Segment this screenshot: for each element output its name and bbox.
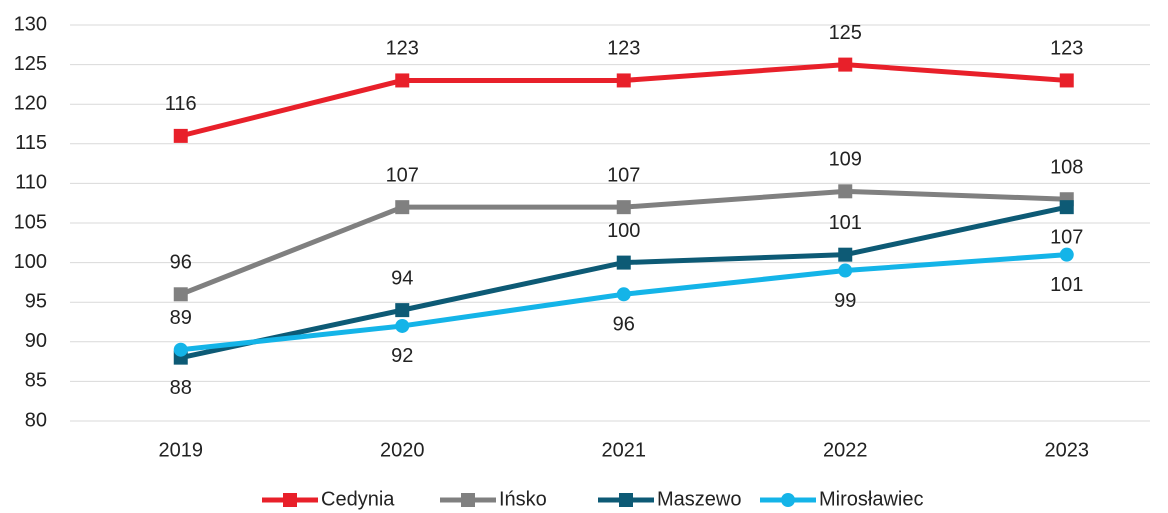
y-tick-label: 100: [14, 251, 47, 273]
data-label: 125: [829, 22, 862, 44]
data-label: 99: [834, 290, 856, 312]
y-tick-label: 110: [15, 172, 47, 194]
y-tick-label: 80: [25, 409, 47, 431]
legend-marker: [781, 493, 795, 507]
marker: [395, 303, 410, 318]
y-tick-label: 105: [14, 211, 47, 233]
marker: [616, 255, 631, 270]
marker: [395, 318, 410, 333]
marker: [1059, 200, 1074, 215]
y-tick-label: 130: [14, 13, 47, 35]
x-tick-label: 2023: [1045, 439, 1090, 461]
legend-marker: [461, 493, 475, 507]
data-label: 94: [391, 267, 413, 289]
legend-marker: [283, 493, 297, 507]
data-label: 123: [607, 38, 640, 60]
y-tick-label: 125: [14, 53, 47, 75]
marker: [616, 287, 631, 302]
legend-label: Mirosławiec: [819, 488, 923, 510]
marker: [1059, 73, 1074, 88]
data-label: 89: [170, 307, 192, 329]
marker: [838, 263, 853, 278]
marker: [173, 128, 188, 143]
x-tick-label: 2022: [823, 439, 868, 461]
x-tick-label: 2020: [380, 439, 425, 461]
data-label: 96: [170, 252, 192, 274]
legend-label: Ińsko: [499, 488, 547, 510]
marker: [173, 342, 188, 357]
marker: [838, 184, 853, 199]
marker: [838, 57, 853, 72]
legend-label: Maszewo: [657, 488, 741, 510]
data-label: 88: [170, 377, 192, 399]
marker: [838, 247, 853, 262]
legend-label: Cedynia: [321, 488, 395, 510]
data-label: 92: [391, 345, 413, 367]
y-tick-label: 120: [14, 92, 47, 114]
x-tick-label: 2019: [159, 439, 204, 461]
data-label: 123: [1050, 38, 1083, 60]
data-label: 109: [829, 149, 862, 171]
data-label: 123: [386, 38, 419, 60]
marker: [1059, 247, 1074, 262]
data-label: 108: [1050, 157, 1083, 179]
marker: [395, 73, 410, 88]
y-tick-label: 115: [15, 132, 47, 154]
data-label: 107: [1050, 226, 1083, 248]
data-label: 107: [386, 164, 419, 186]
data-label: 101: [829, 212, 862, 234]
data-label: 116: [165, 93, 197, 115]
x-tick-label: 2021: [602, 439, 647, 461]
y-tick-label: 95: [25, 290, 47, 312]
y-tick-label: 90: [25, 330, 47, 352]
data-label: 107: [607, 164, 640, 186]
data-label: 96: [613, 314, 635, 336]
marker: [173, 287, 188, 302]
data-label: 101: [1050, 274, 1083, 296]
legend-marker: [619, 493, 633, 507]
marker: [395, 200, 410, 215]
data-label: 100: [607, 220, 640, 242]
marker: [616, 73, 631, 88]
y-tick-label: 85: [25, 370, 47, 392]
marker: [616, 200, 631, 215]
